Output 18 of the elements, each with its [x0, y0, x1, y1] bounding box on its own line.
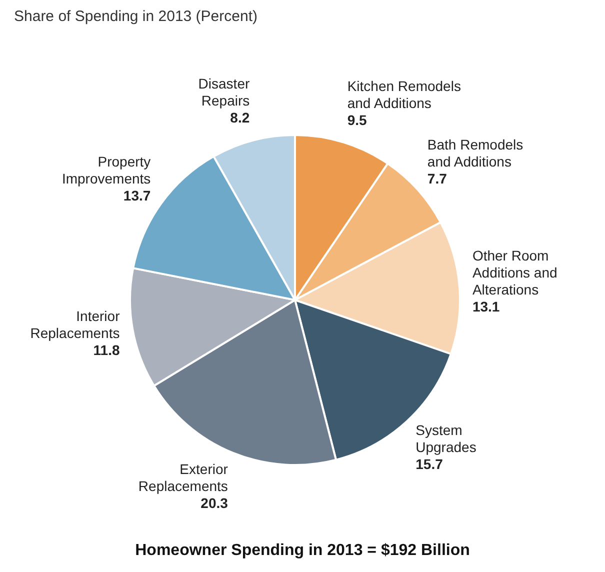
data-label: 20.3 — [200, 494, 228, 511]
slice-label: Other Room Additions and Alterations — [472, 247, 558, 298]
slice-label: Interior Replacements — [30, 308, 120, 342]
slice-label: Bath Remodels and Additions — [427, 136, 524, 170]
slice-label: Property Improvements — [62, 153, 151, 186]
slice-label: Exterior Replacements — [138, 460, 228, 494]
data-label: 13.1 — [472, 298, 500, 314]
data-label: 11.8 — [93, 342, 120, 358]
slice-label: System Upgrades — [416, 422, 476, 456]
slice-label: Kitchen Remodels and Additions — [347, 78, 461, 111]
chart-title: Share of Spending in 2013 (Percent) — [14, 8, 258, 25]
data-label: 8.2 — [230, 110, 250, 126]
data-label: 7.7 — [427, 170, 448, 186]
data-label: 15.7 — [416, 456, 444, 472]
data-label: 13.7 — [123, 187, 151, 204]
slice-label: Disaster Repairs — [198, 76, 250, 109]
data-label: 9.5 — [347, 112, 368, 128]
text: Homeowner Spending in 2013 = $192 Billion — [135, 542, 470, 559]
